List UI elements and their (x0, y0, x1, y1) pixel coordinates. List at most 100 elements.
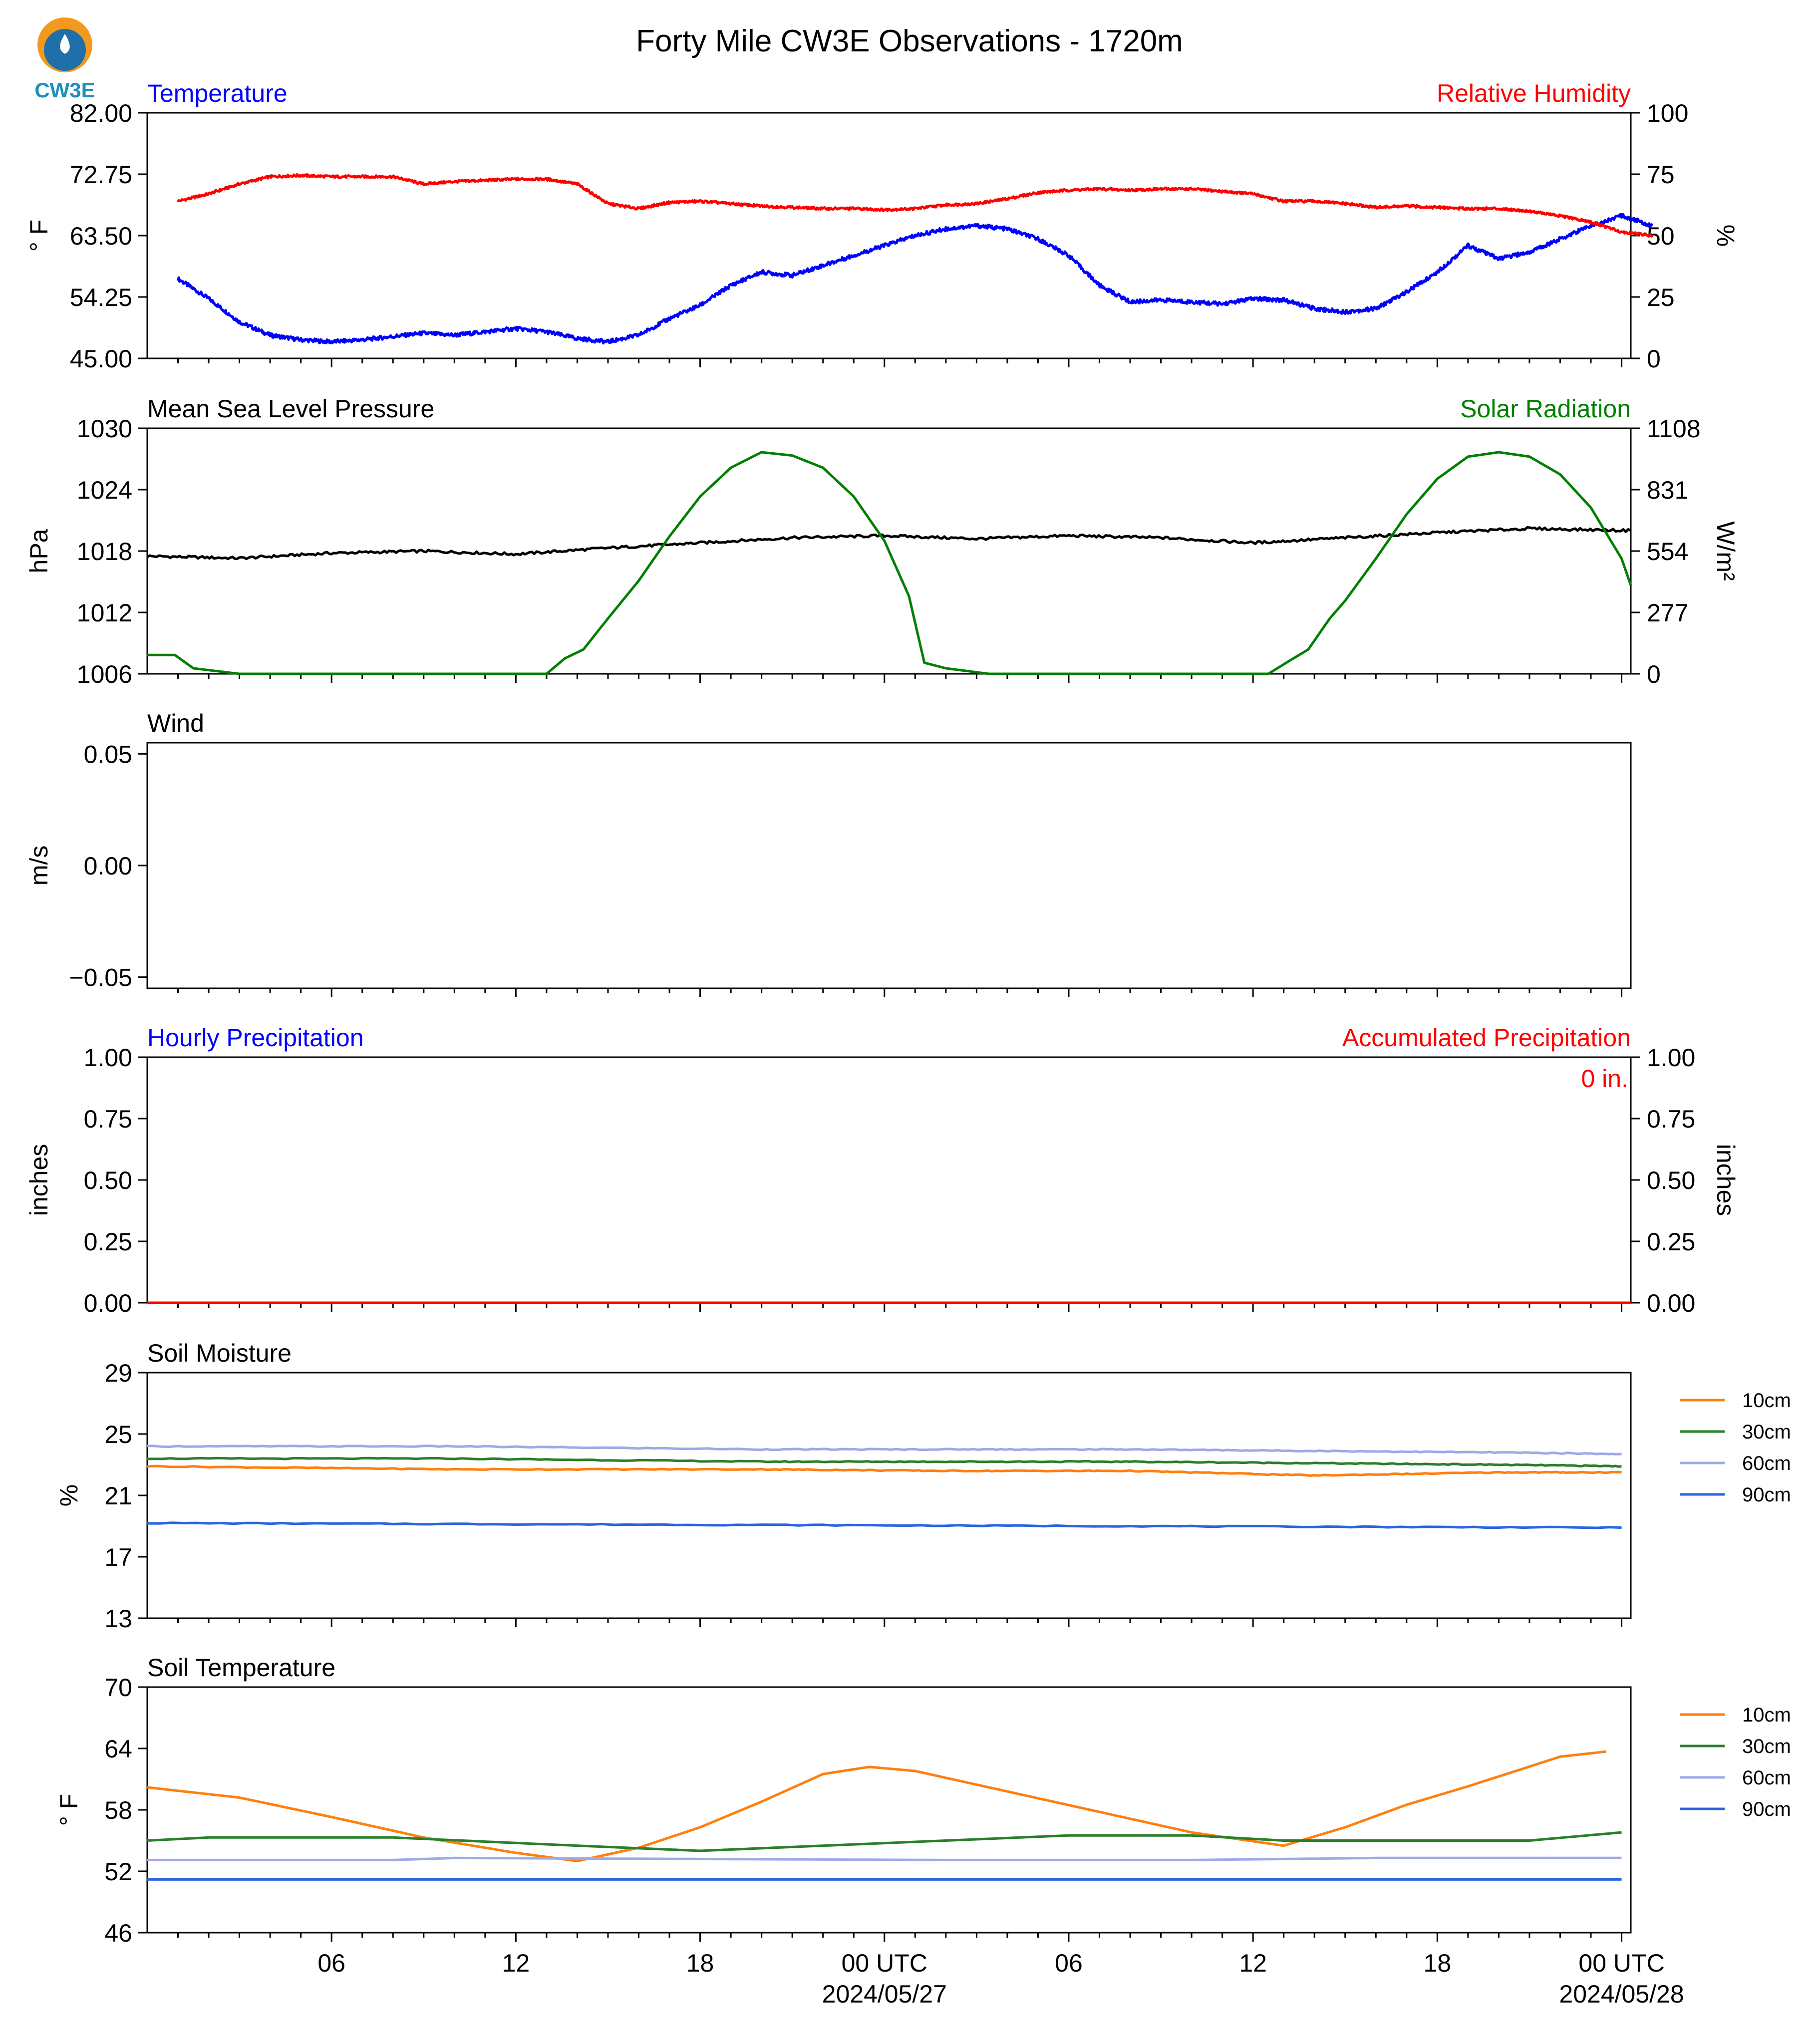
y-left-tick-label: −0.05 (69, 964, 132, 992)
y-left-tick-label: 58 (104, 1796, 132, 1824)
y-right-tick-label: 1.00 (1647, 1044, 1695, 1072)
cw3e-logo: CW3E (34, 17, 95, 102)
series-line (147, 1456, 1622, 1468)
data-point (944, 1859, 947, 1861)
data-point (146, 1445, 149, 1448)
data-point (1282, 200, 1285, 203)
data-point (545, 178, 548, 180)
data-point (760, 271, 763, 274)
data-point (730, 284, 732, 287)
data-point (422, 332, 425, 334)
data-point (668, 535, 671, 538)
data-point (699, 1850, 701, 1852)
series-line (177, 213, 1654, 345)
data-point (1498, 207, 1500, 210)
legend-label: 10cm (1742, 1704, 1791, 1726)
data-point (1528, 210, 1530, 212)
series-60cm (146, 1445, 1622, 1455)
data-point (392, 335, 394, 338)
data-point (146, 1465, 149, 1467)
data-point (1252, 542, 1254, 544)
y-left-tick-label: 0.05 (84, 740, 132, 768)
data-point (1405, 1803, 1408, 1806)
data-point (1605, 1750, 1607, 1753)
data-point (1375, 307, 1377, 310)
panel-left-title: Wind (147, 709, 204, 737)
data-point (1098, 284, 1101, 287)
data-point (1498, 258, 1500, 260)
data-point (637, 334, 640, 336)
series-90cm (147, 1878, 1622, 1881)
data-point (1375, 1857, 1377, 1859)
data-point (1620, 215, 1623, 217)
data-point (453, 1857, 456, 1859)
data-point (1221, 302, 1223, 305)
plot-frame (146, 112, 1632, 359)
data-point (576, 1860, 579, 1862)
data-point (1528, 251, 1530, 254)
y-right-tick-label: 75 (1647, 161, 1675, 189)
data-point (637, 207, 640, 210)
data-point (1651, 225, 1654, 227)
data-point (822, 264, 824, 267)
series-temperature (177, 213, 1654, 345)
data-point (392, 1859, 394, 1861)
data-point (1252, 297, 1254, 300)
legend-label: 30cm (1742, 1421, 1791, 1443)
data-point (453, 1445, 456, 1448)
data-point (300, 338, 302, 341)
data-point (1590, 221, 1592, 223)
series-line (147, 1856, 1622, 1861)
y-right-tick-label: 100 (1647, 99, 1688, 127)
data-point (177, 200, 179, 203)
y-left-tick-label: 0.75 (84, 1105, 132, 1133)
data-point (853, 495, 855, 498)
series-line (147, 1464, 1622, 1477)
data-point (1620, 1471, 1623, 1473)
plot-frame (146, 1686, 1632, 1934)
y-left-tick-label: 25 (104, 1421, 132, 1449)
data-point (515, 553, 517, 556)
data-point (1630, 584, 1632, 586)
data-point (515, 327, 517, 330)
y-left-label: hPa (25, 529, 53, 573)
data-point (1037, 191, 1039, 194)
data-point (944, 1448, 947, 1450)
data-point (1129, 189, 1132, 191)
data-point (1559, 473, 1561, 476)
data-point (177, 278, 179, 280)
y-right-tick-label: 1108 (1647, 415, 1701, 443)
data-point (975, 203, 978, 205)
data-point (868, 1765, 871, 1768)
data-point (582, 648, 585, 651)
data-point (791, 454, 794, 457)
y-left-tick-label: 64 (104, 1735, 132, 1763)
data-point (1160, 673, 1162, 675)
data-point (1191, 1859, 1193, 1861)
data-point (760, 1800, 763, 1803)
data-point (1651, 235, 1654, 237)
panel-soil_temp: Soil Temperature 70 64 58 52 46 ° F 10cm 30cm 60c… (55, 1654, 1791, 1947)
series-mean-sea-level-pressure (146, 526, 1632, 561)
data-point (1129, 1469, 1132, 1472)
legend: 10cm 30cm 60cm 90cm (1680, 1704, 1791, 1820)
data-point (944, 1460, 947, 1463)
data-point (238, 183, 241, 185)
data-point (1160, 537, 1162, 539)
data-point (791, 206, 794, 209)
data-point (300, 174, 302, 177)
data-point (1467, 1785, 1469, 1787)
data-point (1067, 254, 1070, 257)
data-point (914, 1770, 916, 1772)
data-point (361, 175, 363, 178)
data-point (760, 1468, 763, 1470)
y-left-label: ° F (25, 220, 53, 252)
data-point (1288, 659, 1291, 662)
panel-left-title: Hourly Precipitation (147, 1024, 364, 1052)
data-point (1630, 530, 1632, 532)
data-point (174, 654, 176, 656)
data-point (1436, 271, 1439, 274)
series-60cm (147, 1856, 1622, 1861)
data-point (1129, 300, 1132, 303)
y-left-tick-label: 1.00 (84, 1044, 132, 1072)
